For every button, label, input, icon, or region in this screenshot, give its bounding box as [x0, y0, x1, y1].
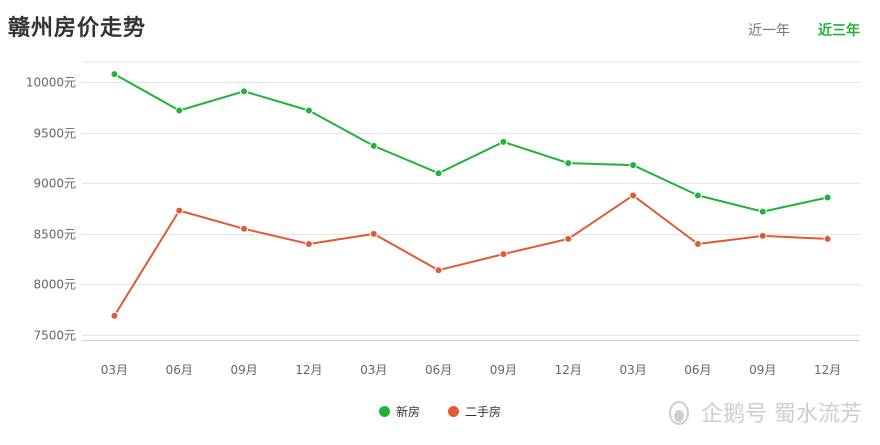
x-tick-label: 06月 — [166, 363, 193, 377]
y-tick-label: 10000元 — [26, 76, 76, 90]
series-line-second-hand — [113, 194, 828, 317]
data-point-second-hand — [369, 229, 378, 238]
x-tick-label: 03月 — [619, 363, 646, 377]
page-title: 赣州房价走势 — [8, 16, 147, 41]
x-tick-label: 06月 — [684, 363, 711, 377]
legend-item-second-hand[interactable]: 二手房 — [448, 403, 501, 420]
data-point-new-house — [564, 159, 573, 168]
y-tick-label: 7500元 — [33, 329, 76, 343]
tab-one-year[interactable]: 近一年 — [748, 23, 790, 39]
data-point-new-house — [240, 87, 249, 96]
data-point-second-hand — [110, 311, 119, 320]
data-point-second-hand — [499, 250, 508, 259]
data-point-new-house — [110, 70, 119, 79]
x-tick-label: 09月 — [230, 363, 257, 377]
penguin-logo-icon — [669, 401, 689, 425]
data-point-second-hand — [240, 224, 249, 233]
legend-item-new-house[interactable]: 新房 — [378, 403, 420, 420]
data-point-second-hand — [693, 239, 702, 248]
tab-three-years[interactable]: 近三年 — [818, 23, 860, 39]
y-tick-label: 9000元 — [33, 177, 76, 191]
legend-dot-second-hand — [448, 406, 459, 417]
x-tick-label: 12月 — [295, 363, 322, 377]
data-point-second-hand — [304, 239, 313, 248]
y-tick-label: 8000元 — [33, 278, 76, 292]
x-tick-label: 12月 — [555, 363, 582, 377]
data-point-new-house — [629, 161, 638, 170]
data-point-new-house — [758, 207, 767, 216]
data-point-second-hand — [629, 191, 638, 200]
data-point-new-house — [175, 106, 184, 115]
data-point-new-house — [369, 141, 378, 150]
chart-legend: 新房 二手房 — [0, 403, 880, 420]
legend-dot-new-house — [378, 406, 390, 417]
x-tick-label: 03月 — [101, 363, 128, 377]
series-line-new-house — [113, 73, 828, 213]
legend-label-new-house: 新房 — [395, 405, 420, 419]
legend-label-second-hand: 二手房 — [465, 405, 502, 419]
range-tabs: 近一年 近三年 — [748, 20, 860, 40]
watermark: 企鹅号 蜀水流芳 — [665, 396, 862, 428]
data-point-new-house — [434, 169, 443, 178]
data-point-new-house — [693, 191, 702, 200]
data-point-second-hand — [434, 266, 443, 275]
y-tick-label: 8500元 — [33, 228, 76, 242]
x-tick-label: 06月 — [425, 363, 452, 377]
data-point-second-hand — [823, 234, 832, 243]
data-point-second-hand — [564, 234, 573, 243]
x-tick-label: 09月 — [490, 363, 517, 377]
x-tick-label: 03月 — [360, 363, 387, 377]
data-point-new-house — [823, 193, 832, 202]
x-tick-label: 09月 — [749, 363, 776, 377]
x-tick-label: 12月 — [814, 363, 841, 377]
data-point-new-house — [499, 137, 508, 146]
y-tick-label: 9500元 — [33, 127, 76, 141]
data-point-second-hand — [758, 231, 767, 240]
data-point-second-hand — [175, 206, 184, 215]
data-point-new-house — [304, 106, 313, 115]
price-line-chart: 7500元 8000元 8500元 9000元 9500元 10000元 03月 06月 09月… — [26, 61, 860, 377]
watermark-text: 企鹅号 蜀水流芳 — [701, 402, 862, 427]
